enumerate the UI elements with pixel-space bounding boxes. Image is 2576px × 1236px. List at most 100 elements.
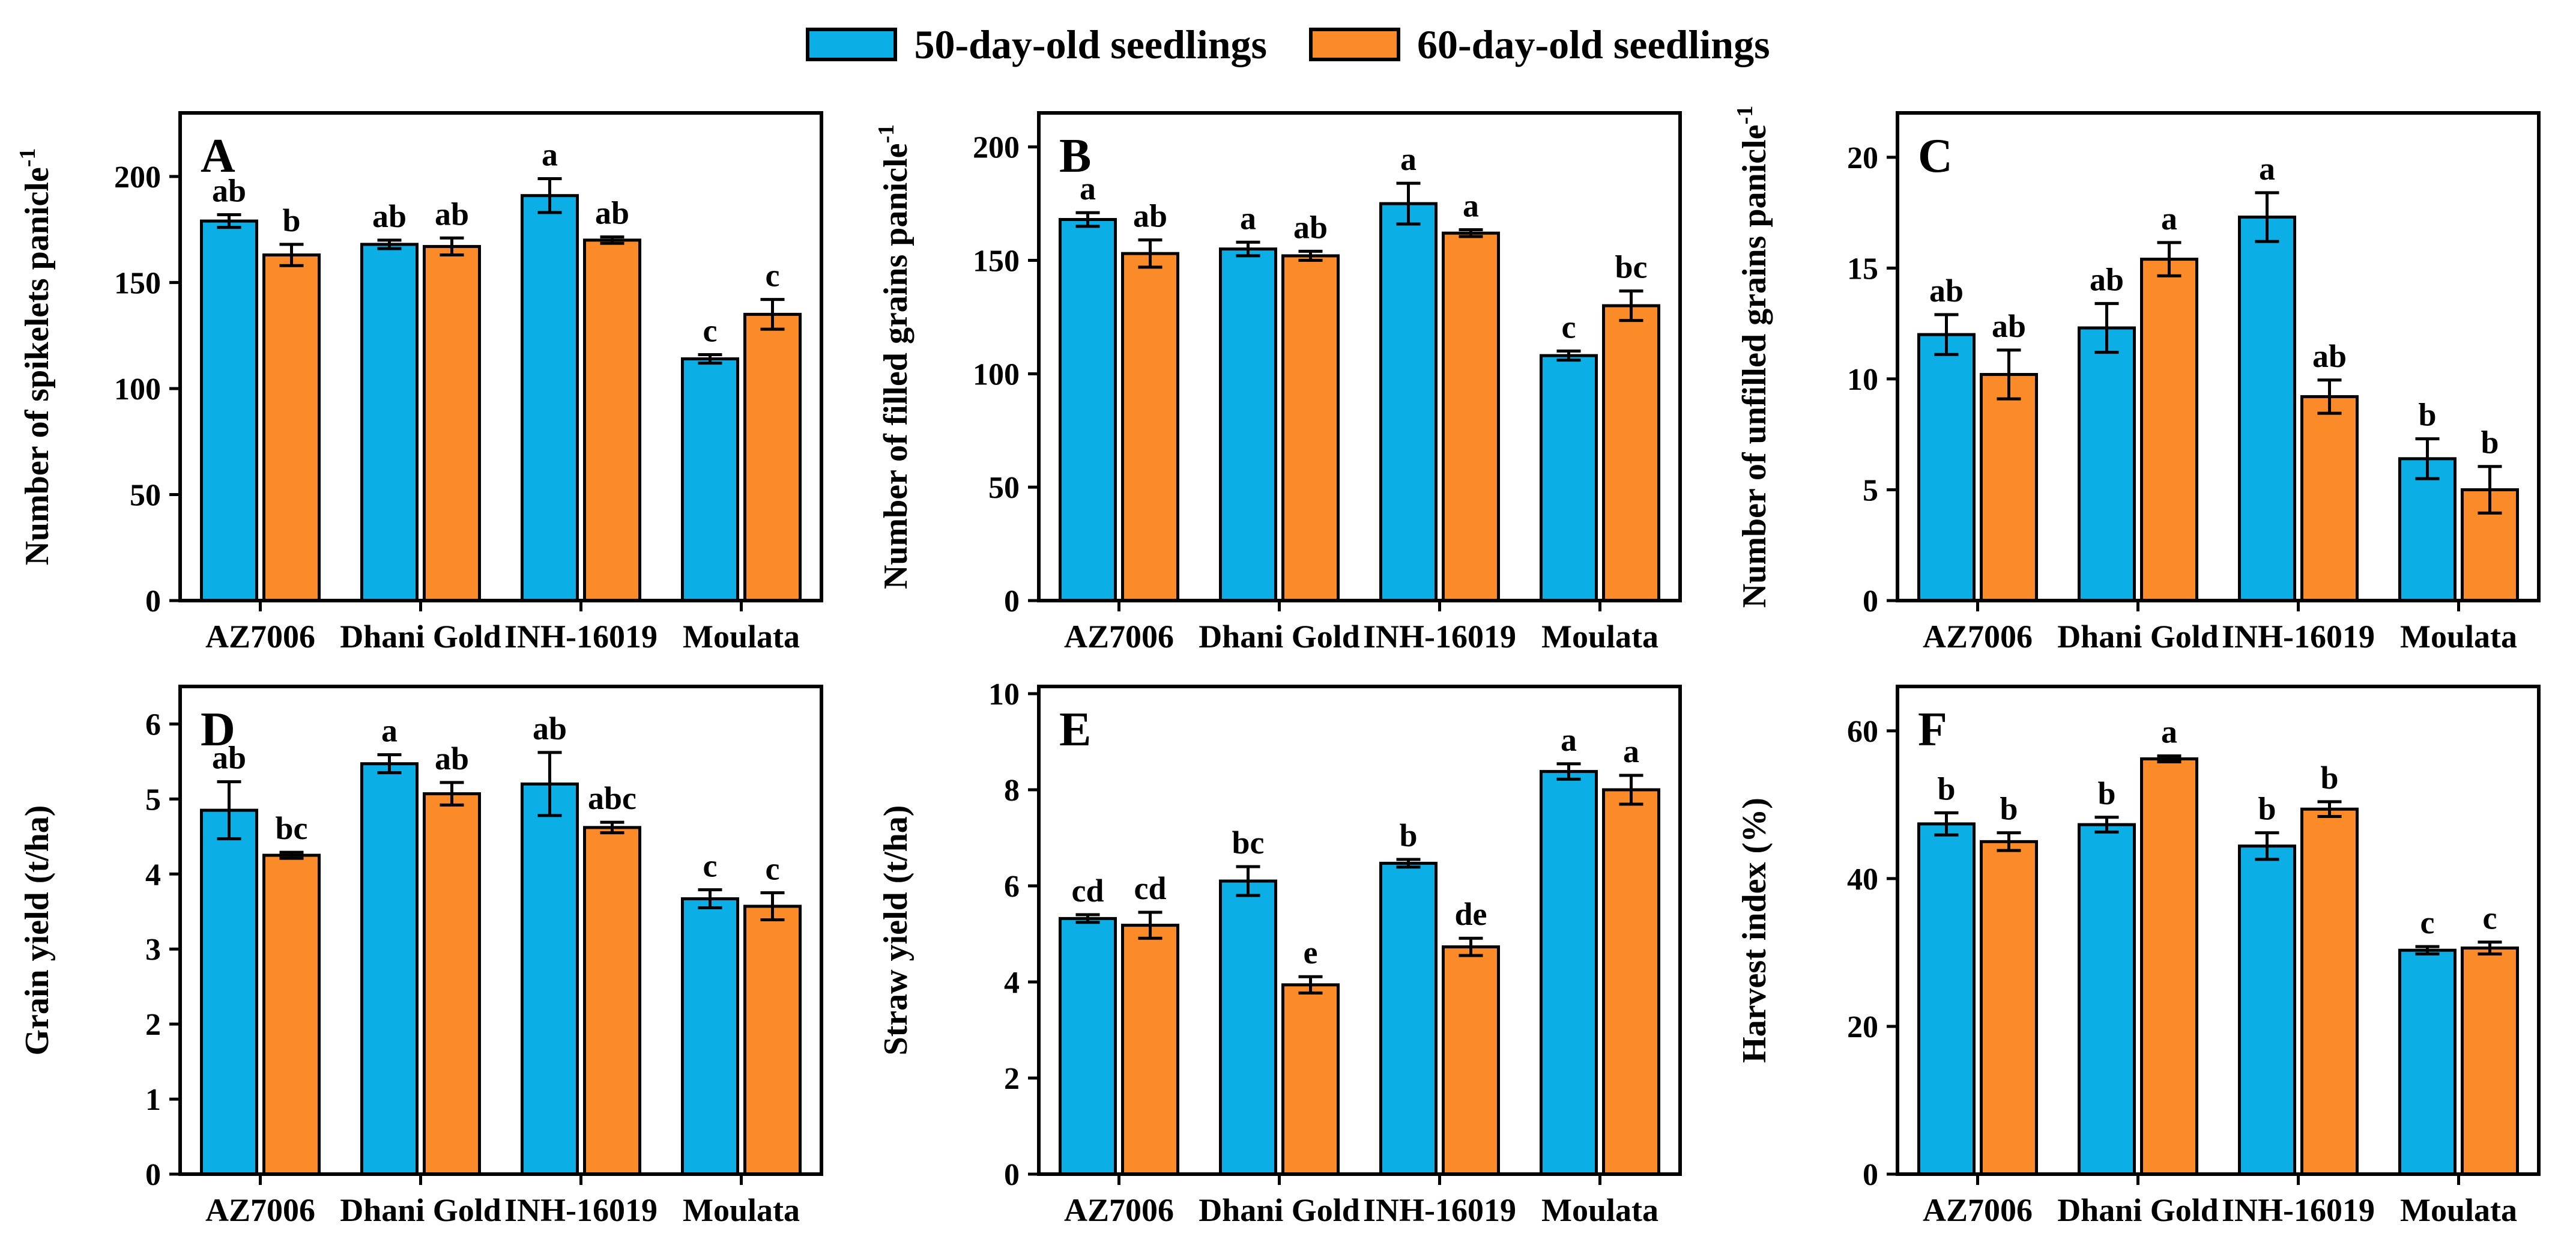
x-category-label: INH-16019 [504,619,658,655]
y-tick-label: 5 [145,783,161,817]
x-category-label: AZ7006 [1064,619,1174,655]
sig-letter: c [703,312,718,348]
sig-letter: b [2481,425,2499,461]
bar-INH-16019-60day [583,826,641,1176]
sig-letter: b [282,202,300,238]
legend-label-50-day: 50-day-old seedlings [914,22,1267,67]
sig-letter: b [2320,760,2338,796]
sig-letter: a [381,713,398,749]
sig-letter: a [1623,733,1639,769]
x-category-label: Moulata [2400,1192,2517,1228]
bar-Dhani Gold-50day [2078,823,2136,1176]
bar-Dhani Gold-50day [1219,879,1277,1176]
legend-label-60-day: 60-day-old seedlings [1417,22,1770,67]
sig-letter: ab [212,172,246,208]
sig-letter: c [2483,900,2497,936]
y-tick-label: 20 [1847,1010,1878,1044]
sig-letter: b [1937,771,1955,807]
bar-Dhani Gold-50day [1219,247,1277,602]
sig-letter: a [542,136,558,172]
sig-letter: b [1399,817,1417,853]
y-tick-label: 200 [114,160,161,195]
bar-Dhani Gold-50day [360,762,419,1176]
bar-Moulata-50day [2398,948,2457,1176]
plot-frame [1896,111,2541,602]
chart-svg: 0 20 40 60 b b AZ7006 b a Dhani Gold b b INH-16019 c c… [1736,685,2541,1228]
x-category-label: Dhani Gold [1199,619,1360,655]
y-tick-label: 0 [1004,1158,1020,1192]
y-axis-label: Number of spikelets panicle-1 [15,148,56,566]
sig-letter: c [766,851,780,887]
bar-Moulata-50day [1540,354,1598,602]
plot-frame [178,685,823,1176]
sig-letter: c [766,258,780,294]
y-tick-label: 5 [1863,473,1878,507]
bar-Dhani Gold-60day [423,792,481,1176]
x-category-label: AZ7006 [205,619,315,655]
bar-Moulata-60day [1602,304,1660,602]
bar-AZ7006-60day [262,853,321,1176]
y-axis-label: Harvest index (%) [1736,798,1773,1063]
bar-INH-16019-60day [2300,807,2359,1176]
y-tick-label: 1 [145,1083,161,1117]
chart-svg: 0 50 100 150 200 a ab AZ7006 a ab Dhani Gold a a INH-… [874,111,1682,655]
sig-letter: bc [1615,249,1648,285]
y-tick-label: 100 [114,372,161,407]
y-tick-label: 2 [1004,1062,1020,1096]
y-tick-label: 0 [145,1158,161,1192]
bar-INH-16019-60day [1442,945,1500,1176]
y-tick-label: 3 [145,933,161,967]
y-tick-label: 100 [973,357,1020,392]
sig-letter: ab [1929,273,1964,309]
sig-letter: bc [276,810,308,846]
bar-Moulata-60day [743,904,802,1176]
bar-Dhani Gold-60day [1281,983,1340,1176]
plot-frame [178,111,823,602]
bar-Moulata-50day [1540,770,1598,1176]
y-tick-label: 0 [1863,584,1878,619]
y-tick-label: 0 [1004,584,1020,619]
y-tick-label: 20 [1847,141,1878,175]
bar-AZ7006-60day [1121,924,1179,1176]
sig-letter: ab [1293,209,1328,245]
bar-Dhani Gold-60day [423,244,481,602]
panel-D-grain-yield-chart: 0 1 2 3 4 5 6 ab bc AZ7006 a ab Dhani Gold ab abc INH-1… [0,662,859,1236]
bar-Dhani Gold-50day [360,243,419,602]
bar-INH-16019-60day [583,238,641,602]
legend-item-50-day: 50-day-old seedlings [806,24,1267,65]
bar-Dhani Gold-60day [2140,258,2198,602]
panel-E-straw-yield-chart: 0 2 4 6 8 10 cd cd AZ7006 bc e Dhani Gold b de INH-160… [859,662,1717,1236]
y-tick-label: 10 [1847,363,1878,397]
sig-letter: a [1463,188,1479,224]
x-category-label: Moulata [1541,1192,1658,1228]
bar-Moulata-50day [681,357,739,602]
sig-letter: ab [2090,261,2124,297]
sig-letter: a [1240,200,1256,236]
x-category-label: AZ7006 [205,1192,315,1228]
bar-Dhani Gold-50day [2078,326,2136,602]
sig-letter: ab [533,710,567,747]
y-tick-label: 0 [1863,1158,1878,1192]
sig-letter: a [1561,722,1577,758]
sig-letter: b [2000,791,2018,827]
x-category-label: AZ7006 [1064,1192,1174,1228]
y-tick-label: 10 [988,677,1020,712]
x-category-label: AZ7006 [1923,1192,2033,1228]
y-axis-label: Number of unfilled grains panicle-1 [1732,106,1773,608]
panel-letter: E [1059,703,1091,756]
bar-AZ7006-60day [1121,252,1179,602]
legend-swatch-60-day [1309,28,1400,61]
sig-letter: ab [595,195,629,231]
bar-Moulata-60day [1602,788,1660,1176]
bar-AZ7006-50day [1059,916,1117,1176]
x-category-label: Dhani Gold [1199,1192,1360,1228]
bar-INH-16019-50day [2238,215,2296,602]
y-tick-label: 60 [1847,715,1878,749]
x-category-label: Moulata [1541,619,1658,655]
x-category-label: Dhani Gold [340,1192,501,1228]
x-category-label: INH-16019 [504,1192,658,1228]
sig-letter: b [2418,397,2436,433]
bar-INH-16019-50day [521,782,579,1176]
sig-letter: b [2097,775,2115,811]
